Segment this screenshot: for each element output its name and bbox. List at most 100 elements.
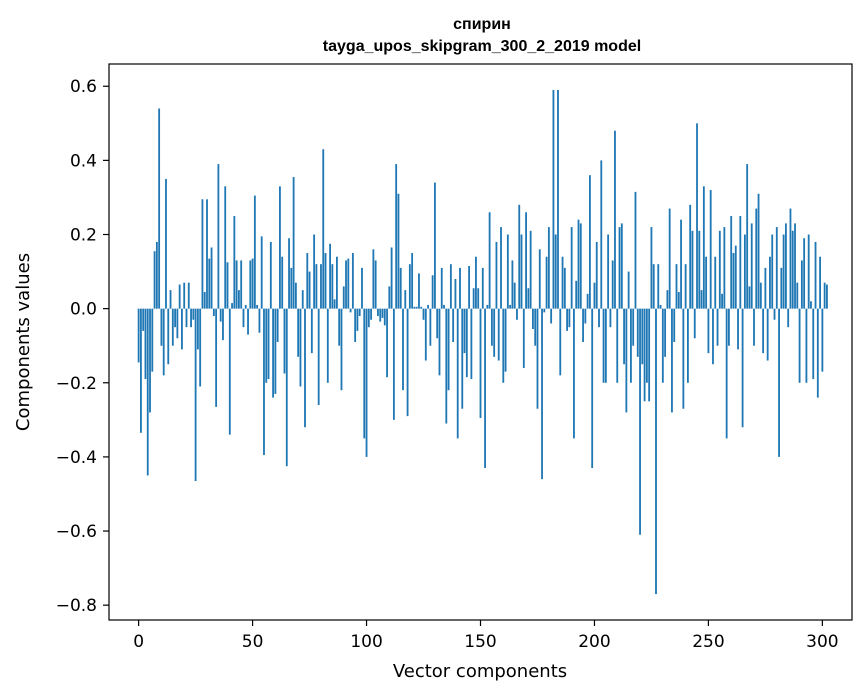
bar: [185, 308, 188, 328]
bar: [721, 293, 723, 309]
bar: [361, 267, 363, 309]
bar: [178, 284, 181, 309]
bar: [377, 308, 379, 317]
bar: [406, 308, 409, 417]
bar: [395, 164, 398, 309]
y-tick-label: −0.2: [56, 374, 97, 394]
bar: [566, 308, 569, 331]
bar: [231, 303, 233, 309]
bar: [402, 308, 404, 391]
bar: [351, 253, 354, 309]
bar: [370, 308, 373, 320]
bar: [588, 175, 591, 309]
bar: [686, 308, 689, 383]
bar: [705, 256, 708, 309]
bar: [190, 308, 192, 328]
bar: [158, 108, 161, 309]
bar: [279, 186, 281, 309]
bar: [226, 262, 229, 309]
bar: [798, 308, 801, 383]
bar: [552, 89, 555, 309]
bar: [358, 308, 361, 317]
bar: [620, 223, 623, 309]
bar: [383, 308, 386, 326]
bar: [641, 308, 644, 365]
x-tick-label: 50: [242, 632, 264, 652]
bar: [784, 223, 787, 309]
bar: [235, 260, 238, 309]
bar: [258, 308, 261, 333]
bar: [475, 256, 477, 309]
x-axis-ticks: 0 50 100 150 200 250 300: [133, 620, 839, 652]
bar: [734, 245, 737, 309]
bar: [518, 204, 521, 309]
bar: [816, 308, 819, 398]
bar: [356, 308, 359, 331]
bar: [775, 227, 778, 309]
y-axis-label: Components values: [13, 253, 34, 431]
bar: [285, 308, 288, 467]
bar: [162, 308, 165, 376]
bar: [167, 308, 170, 365]
bar: [509, 304, 512, 309]
bar: [415, 306, 418, 309]
x-axis-label: Vector components: [393, 661, 567, 682]
bar: [329, 243, 331, 309]
bar: [634, 191, 637, 309]
bar: [429, 308, 432, 346]
bar: [144, 308, 147, 380]
bar: [805, 308, 808, 383]
bar: [529, 230, 532, 309]
bar: [217, 164, 220, 309]
bar: [326, 308, 329, 383]
y-tick-label: −0.4: [56, 448, 97, 468]
bar: [696, 123, 698, 309]
bar: [251, 258, 254, 309]
bar: [782, 234, 785, 309]
bar: [283, 308, 286, 374]
bar: [208, 258, 211, 309]
bar: [623, 308, 625, 365]
bar: [418, 273, 420, 309]
bar: [766, 308, 769, 361]
bar: [374, 260, 377, 309]
bar: [472, 288, 475, 309]
bar: [265, 308, 268, 383]
bar: [819, 256, 821, 309]
bar: [677, 291, 680, 309]
bar: [390, 247, 393, 309]
bar: [636, 308, 639, 357]
bar: [826, 284, 828, 309]
bar: [379, 308, 382, 322]
bar: [137, 308, 140, 363]
bar: [313, 234, 316, 309]
bar: [698, 230, 701, 309]
bar: [511, 260, 514, 309]
bar: [484, 308, 486, 469]
bar: [203, 291, 206, 309]
bar: [794, 223, 796, 309]
bar: [673, 308, 676, 342]
bar: [691, 230, 694, 309]
bar: [490, 308, 493, 346]
bar: [308, 271, 311, 309]
bar: [233, 215, 236, 309]
bar: [224, 186, 227, 309]
bar: [408, 264, 411, 309]
bars-group: [137, 89, 828, 595]
bar: [488, 212, 491, 309]
bar: [267, 308, 270, 380]
bar: [222, 308, 224, 341]
bar: [814, 241, 817, 309]
bar: [253, 195, 256, 309]
bar: [149, 308, 151, 413]
bar: [609, 308, 612, 328]
bar: [342, 286, 345, 309]
bar: [192, 308, 195, 320]
bar: [201, 199, 204, 309]
bar: [456, 308, 459, 439]
bar: [737, 308, 739, 350]
bar: [778, 308, 780, 457]
bar: [810, 301, 812, 309]
bar: [680, 219, 682, 309]
